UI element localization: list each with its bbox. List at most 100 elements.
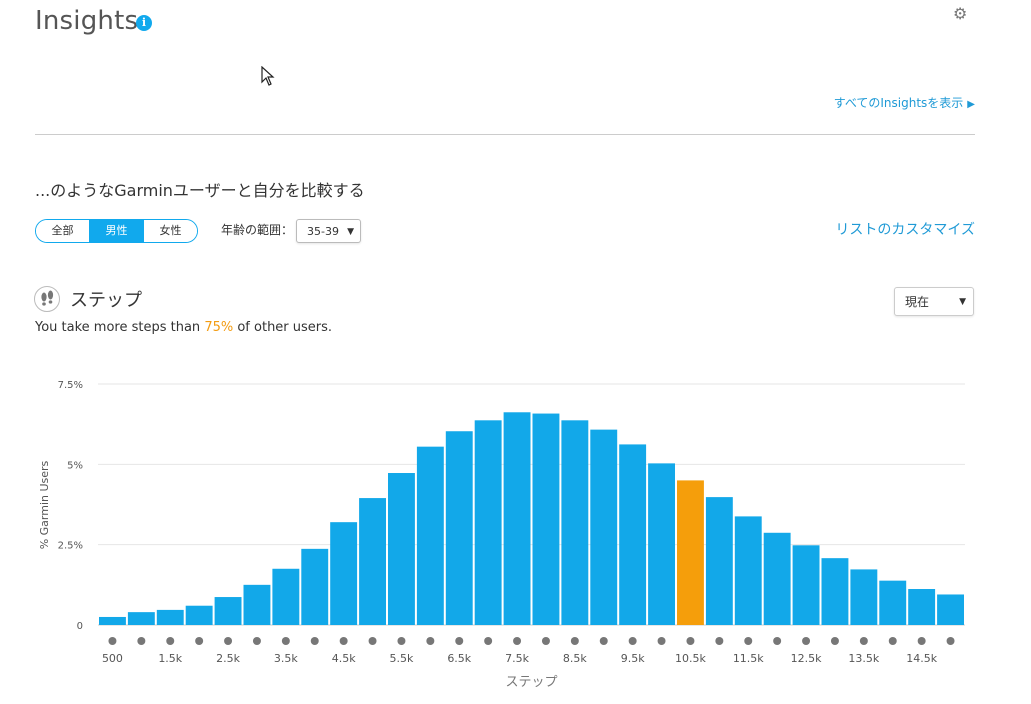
y-tick-label: 0: [77, 621, 83, 632]
x-dot: [108, 637, 117, 645]
x-dot: [310, 637, 319, 645]
steps-title: ステップ: [70, 290, 142, 311]
bar: [821, 558, 849, 625]
x-dot: [657, 637, 666, 645]
bar: [850, 569, 878, 625]
x-axis-title: ステップ: [505, 675, 557, 690]
x-dot: [368, 637, 377, 645]
x-tick-label: 2.5k: [216, 652, 240, 665]
x-tick-label: 14.5k: [906, 652, 937, 665]
x-dot: [252, 637, 261, 645]
x-tick-label: 500: [102, 652, 123, 665]
bar: [705, 497, 733, 625]
bar: [416, 446, 444, 625]
x-dot: [455, 637, 464, 645]
caret-down-icon: ▼: [347, 227, 354, 237]
x-tick-label: 9.5k: [621, 652, 645, 665]
x-dot: [484, 637, 493, 645]
bar: [474, 420, 502, 625]
page-title: Insights: [35, 6, 139, 36]
bar: [214, 597, 242, 625]
mouse-cursor-icon: [261, 65, 275, 90]
x-dot: [513, 637, 522, 645]
x-dot: [166, 637, 175, 645]
summary-suffix: of other users.: [233, 320, 333, 335]
summary-percent: 75%: [204, 320, 234, 335]
y-tick-label: 2.5%: [58, 541, 83, 552]
x-dot: [599, 637, 608, 645]
x-dot: [859, 637, 868, 645]
period-select[interactable]: 現在 ▼: [894, 287, 974, 316]
gender-segmented-control: 全部 男性 女性: [35, 219, 198, 243]
compare-heading: ...のようなGarminユーザーと自分を比較する: [35, 181, 365, 200]
steps-summary: You take more steps than 75% of other us…: [35, 320, 332, 335]
x-tick-label: 1.5k: [158, 652, 182, 665]
x-dot: [224, 637, 233, 645]
x-tick-label: 6.5k: [447, 652, 471, 665]
play-arrow-icon: ▶: [967, 99, 975, 110]
x-tick-label: 8.5k: [563, 652, 587, 665]
gender-female-button[interactable]: 女性: [144, 220, 197, 242]
x-dot: [888, 637, 897, 645]
x-dot: [686, 637, 695, 645]
x-dot: [426, 637, 435, 645]
gender-male-button[interactable]: 男性: [90, 220, 144, 242]
see-all-insights-label: すべてのInsightsを表示: [833, 96, 964, 110]
bar: [388, 473, 415, 625]
bar: [272, 568, 300, 625]
info-icon[interactable]: i: [136, 15, 152, 31]
divider: [35, 134, 975, 135]
bar: [99, 616, 126, 625]
customize-list-link[interactable]: リストのカスタマイズ: [835, 222, 975, 238]
x-dot: [570, 637, 579, 645]
x-dot: [946, 637, 955, 645]
x-dot: [628, 637, 637, 645]
x-dot: [802, 637, 811, 645]
x-dot: [773, 637, 782, 645]
x-dot: [744, 637, 753, 645]
x-dot: [917, 637, 926, 645]
age-range-select[interactable]: 35-39 ▼: [296, 219, 361, 243]
bar: [792, 545, 820, 625]
x-tick-label: 4.5k: [332, 652, 356, 665]
steps-histogram-chart: 0 2.5% 5% 7.5% 500 1.5k 2.5k 3.5k 4.5k 5.5k 6.5k 7.…: [38, 380, 965, 690]
bar: [879, 580, 907, 625]
x-tick-label: 5.5k: [390, 652, 414, 665]
x-tick-label: 7.5k: [505, 652, 529, 665]
age-range-value: 35-39: [307, 225, 339, 238]
y-tick-label: 7.5%: [58, 380, 83, 391]
bar: [619, 444, 647, 625]
bar: [590, 429, 618, 625]
y-tick-label: 5%: [67, 460, 83, 471]
see-all-insights-link[interactable]: すべてのInsightsを表示 ▶: [834, 94, 975, 111]
bar: [937, 594, 964, 625]
bar: [648, 463, 675, 625]
x-dot: [137, 637, 146, 645]
bar-highlight: [677, 480, 704, 625]
bar: [156, 609, 184, 625]
bar: [503, 412, 531, 625]
x-tick-label: 3.5k: [274, 652, 298, 665]
bar: [763, 532, 791, 625]
y-axis-title: % Garmin Users: [38, 460, 51, 549]
bar: [445, 431, 473, 625]
bar: [301, 548, 329, 625]
x-dot: [397, 637, 406, 645]
bar: [330, 522, 358, 625]
period-value: 現在: [905, 295, 930, 309]
bar: [532, 413, 560, 625]
x-tick-label: 13.5k: [848, 652, 879, 665]
x-dot: [195, 637, 204, 645]
bar: [734, 516, 762, 625]
bar: [127, 612, 155, 625]
bar: [561, 420, 589, 625]
summary-prefix: You take more steps than: [35, 320, 205, 335]
x-dot: [715, 637, 724, 645]
x-tick-label: 11.5k: [733, 652, 764, 665]
gear-icon[interactable]: ⚙: [953, 4, 968, 23]
x-dot: [830, 637, 839, 645]
bar: [359, 498, 386, 625]
gender-all-button[interactable]: 全部: [36, 220, 90, 242]
x-tick-label: 12.5k: [791, 652, 822, 665]
x-tick-label: 10.5k: [675, 652, 706, 665]
